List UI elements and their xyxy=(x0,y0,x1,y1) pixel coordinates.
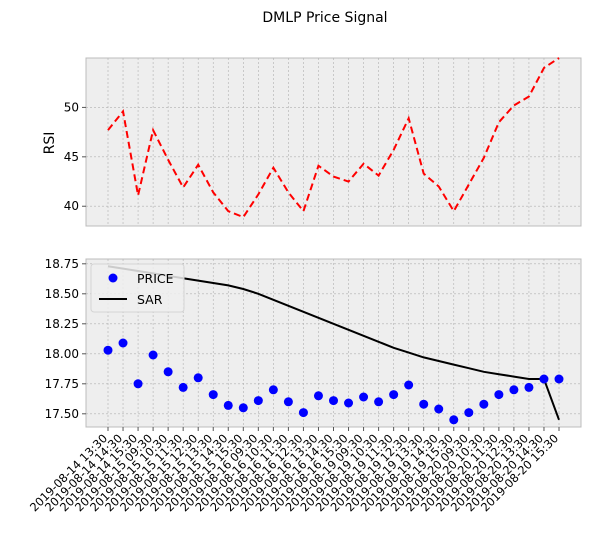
y-tick-label: 17.50 xyxy=(45,407,79,421)
price-point xyxy=(464,408,474,418)
y-tick-label: 17.75 xyxy=(45,377,79,391)
price-point xyxy=(298,408,308,418)
y-tick-label: 18.75 xyxy=(45,257,79,271)
price-y-ticks: 17.50 17.75 18.00 18.25 18.50 18.75 xyxy=(45,257,86,421)
price-point xyxy=(178,382,188,392)
price-point xyxy=(404,380,414,390)
price-point xyxy=(329,396,338,406)
price-point xyxy=(193,373,203,383)
price-point xyxy=(539,374,549,384)
price-point xyxy=(449,415,459,425)
rsi-y-ticks: 40 45 50 xyxy=(64,100,86,213)
legend-price-label: PRICE xyxy=(137,271,174,286)
price-series xyxy=(103,338,564,425)
price-point xyxy=(524,382,534,392)
price-point xyxy=(494,390,504,400)
price-point xyxy=(253,396,263,406)
price-point xyxy=(103,345,113,355)
price-point xyxy=(554,374,564,384)
y-tick-label: 40 xyxy=(64,199,79,213)
rsi-y-axis-label: RSI xyxy=(42,132,58,155)
rsi-panel: 40 45 50 RSI xyxy=(42,57,582,227)
price-point xyxy=(148,350,158,360)
price-point xyxy=(163,367,173,377)
y-tick-label: 50 xyxy=(64,100,79,114)
rsi-grid xyxy=(86,58,581,226)
price-point xyxy=(389,390,399,400)
y-tick-label: 45 xyxy=(64,150,79,164)
price-point xyxy=(118,338,128,348)
price-point xyxy=(374,397,384,407)
price-point xyxy=(434,404,444,414)
legend-sar-label: SAR xyxy=(137,292,163,307)
chart-title: DMLP Price Signal xyxy=(262,10,387,26)
price-point xyxy=(419,399,429,409)
price-point xyxy=(238,403,248,413)
rsi-series xyxy=(107,57,560,219)
price-point xyxy=(208,390,218,400)
legend: PRICE SAR xyxy=(90,263,185,313)
price-point xyxy=(133,379,143,389)
y-tick-label: 18.00 xyxy=(45,347,79,361)
price-point xyxy=(283,397,293,407)
price-point xyxy=(344,398,354,408)
y-tick-label: 18.50 xyxy=(45,287,79,301)
legend-price-marker xyxy=(108,273,118,283)
rsi-line xyxy=(107,57,560,219)
price-point xyxy=(268,385,278,395)
price-point xyxy=(479,399,489,409)
y-tick-label: 18.25 xyxy=(45,317,79,331)
price-point xyxy=(223,400,233,410)
price-point xyxy=(509,385,519,395)
price-panel: 17.50 17.75 18.00 18.25 18.50 18.75 2019-08-1… xyxy=(27,257,582,514)
price-point xyxy=(313,391,323,401)
price-point xyxy=(359,392,369,402)
